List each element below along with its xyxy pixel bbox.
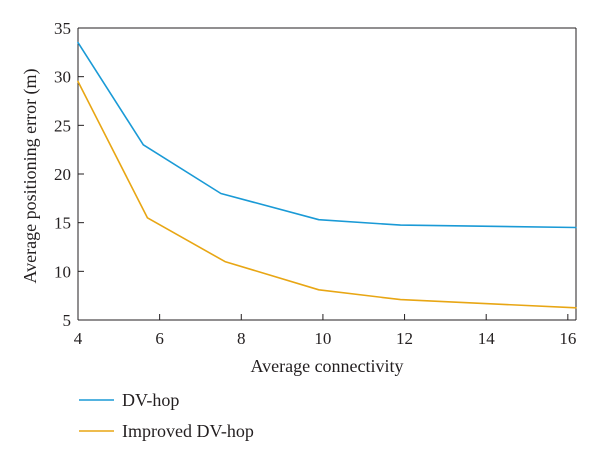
y-tick-label: 15: [54, 214, 71, 233]
x-tick-label: 10: [314, 329, 331, 348]
y-axis-title: Average positioning error (m): [20, 68, 41, 283]
y-tick-label: 30: [54, 68, 71, 87]
x-axis-title: Average connectivity: [250, 356, 403, 376]
x-tick-label: 16: [559, 329, 576, 348]
y-tick-label: 10: [54, 262, 71, 281]
legend-label-dv-hop: DV-hop: [122, 390, 179, 410]
x-tick-label: 14: [478, 329, 496, 348]
x-tick-label: 4: [74, 329, 83, 348]
y-tick-label: 35: [54, 19, 71, 38]
x-tick-label: 12: [396, 329, 413, 348]
series-line-dv-hop: [77, 41, 577, 229]
series-line-improved-dv-hop: [77, 80, 577, 309]
x-axis-ticks: 4 6 8 10 12 14 16: [74, 314, 576, 348]
series-lines: [77, 41, 577, 309]
chart-axes: [77, 27, 577, 321]
y-axis-ticks: 5 10 15 20 25 30 35: [54, 19, 84, 330]
y-tick-label: 5: [63, 311, 72, 330]
y-tick-label: 20: [54, 165, 71, 184]
y-tick-label: 25: [54, 116, 71, 135]
legend-label-improved-dv-hop: Improved DV-hop: [122, 421, 254, 441]
legend: DV-hop Improved DV-hop: [79, 390, 254, 441]
x-tick-label: 6: [155, 329, 164, 348]
x-tick-label: 8: [237, 329, 246, 348]
